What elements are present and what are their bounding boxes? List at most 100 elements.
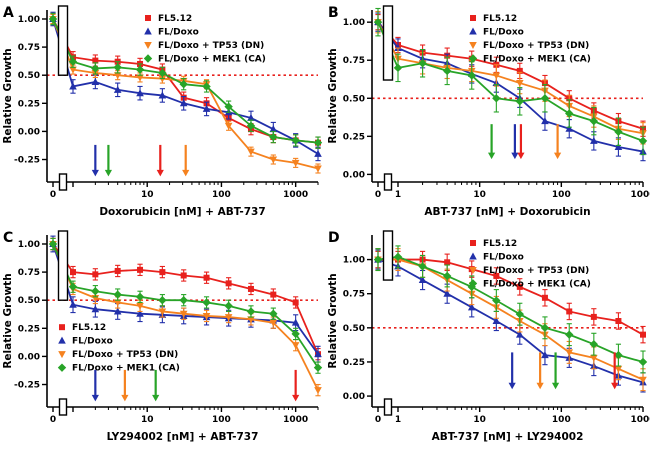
marker-triangle-down: [269, 319, 278, 327]
marker-diamond: [143, 54, 153, 63]
y-tick-label: 0.75: [18, 268, 40, 278]
y-tick-label: 0.50: [343, 94, 365, 104]
marker-diamond: [442, 66, 452, 76]
legend-label: FL/Doxo: [483, 253, 524, 263]
x-tick-label: 10: [473, 415, 486, 425]
y-tick-label: 0.50: [343, 324, 365, 334]
x-tick-label: 10: [141, 415, 154, 425]
marker-triangle-up: [113, 85, 122, 93]
ic50-arrowhead: [91, 169, 99, 177]
y-tick-label: 0.25: [343, 358, 365, 368]
marker-diamond: [442, 271, 452, 281]
x-axis-title: Doxorubicin [nM] + ABT-737: [99, 206, 265, 218]
legend-label: FL/Doxo: [483, 28, 524, 38]
marker-triangle-down: [224, 314, 233, 322]
legend-label: FL/Doxo + MEK1 (CA): [483, 55, 591, 65]
y-axis-title: Relative Growth: [327, 273, 339, 368]
marker-diamond: [68, 57, 78, 66]
marker-triangle-down: [144, 42, 152, 49]
y-tick-label: 0.00: [18, 127, 40, 137]
marker-diamond: [246, 121, 256, 130]
panel-d-chart: 1.00 0.75 0.50 0.25 0.00 0 1 10 100 1000 FL5.12 FL/…: [327, 230, 650, 443]
panel-letter: C: [3, 230, 13, 246]
y-tick-label: 0.25: [343, 132, 365, 142]
marker-diamond: [202, 298, 211, 307]
marker-triangle-down: [639, 376, 647, 384]
marker-triangle-up: [136, 89, 144, 97]
x-tick-label: 0: [375, 415, 381, 425]
marker-triangle-down: [590, 354, 598, 362]
marker-triangle-up: [565, 124, 574, 132]
marker-square: [180, 272, 187, 279]
marker-triangle-up: [58, 336, 66, 344]
marker-triangle-down: [136, 302, 144, 310]
ic50-arrowhead: [611, 382, 619, 390]
y-tick-label: 0.75: [18, 43, 40, 53]
marker-diamond: [113, 63, 122, 72]
marker-square: [615, 318, 622, 324]
marker-diamond: [179, 79, 188, 89]
ic50-arrowhead: [551, 382, 560, 390]
marker-diamond: [467, 282, 476, 292]
legend-label: FL5.12: [483, 239, 517, 249]
marker-square: [270, 291, 277, 298]
marker-diamond: [313, 138, 323, 147]
ic50-arrowhead: [104, 169, 113, 177]
legend-label: FL5.12: [72, 323, 106, 333]
marker-diamond: [158, 296, 167, 305]
x-axis-title: ABT-737 [nM] + Doxorubicin: [424, 206, 590, 218]
marker-diamond: [246, 307, 256, 316]
marker-triangle-up: [614, 142, 623, 150]
ic50-arrowhead: [91, 394, 99, 402]
marker-square: [92, 271, 99, 278]
marker-diamond: [638, 136, 648, 146]
marker-diamond: [91, 287, 100, 296]
ic50-arrowhead: [152, 394, 160, 402]
legend: [143, 15, 153, 63]
marker-diamond: [540, 94, 550, 103]
marker-diamond: [515, 309, 524, 319]
marker-square: [159, 269, 166, 276]
legend-label: FL/Doxo + TP53 (DN): [483, 266, 589, 276]
marker-triangle-down: [158, 308, 167, 316]
marker-triangle-up: [202, 104, 211, 112]
x-tick-label: 1000: [283, 415, 308, 425]
marker-diamond: [638, 357, 648, 367]
panel-letter: B: [328, 5, 339, 21]
marker-triangle-down: [202, 312, 211, 320]
marker-triangle-up: [69, 300, 77, 308]
marker-triangle-down: [113, 72, 122, 80]
ic50-arrowhead: [536, 382, 544, 390]
marker-triangle-down: [113, 299, 122, 307]
marker-triangle-up: [144, 27, 152, 35]
marker-diamond: [373, 255, 383, 264]
marker-triangle-down: [314, 387, 322, 395]
marker-diamond: [291, 136, 300, 145]
marker-diamond: [565, 109, 574, 118]
marker-triangle-up: [91, 77, 100, 85]
y-tick-label: 1.00: [18, 15, 40, 25]
x-axis-break: [383, 398, 393, 416]
legend-label: FL/Doxo + TP53 (DN): [483, 41, 589, 51]
y-tick-label: 0.25: [18, 99, 40, 109]
y-tick-label: 0.50: [18, 71, 40, 81]
y-tick-label: -0.25: [14, 381, 40, 391]
marker-square: [640, 331, 646, 338]
marker-diamond: [224, 102, 233, 111]
marker-diamond: [291, 329, 300, 339]
marker-square: [145, 15, 151, 21]
marker-square: [516, 283, 523, 290]
marker-triangle-down: [247, 316, 255, 324]
marker-square: [541, 294, 548, 301]
marker-triangle-down: [58, 351, 66, 359]
x-axis-break-upper: [57, 5, 69, 76]
marker-triangle-up: [291, 318, 300, 326]
marker-triangle-up: [590, 136, 598, 144]
marker-square: [137, 266, 144, 273]
marker-triangle-up: [541, 117, 549, 125]
ic50-arrowhead: [517, 152, 525, 160]
marker-diamond: [393, 63, 403, 73]
marker-diamond: [48, 239, 58, 249]
marker-diamond: [57, 363, 67, 372]
marker-square: [590, 313, 597, 320]
